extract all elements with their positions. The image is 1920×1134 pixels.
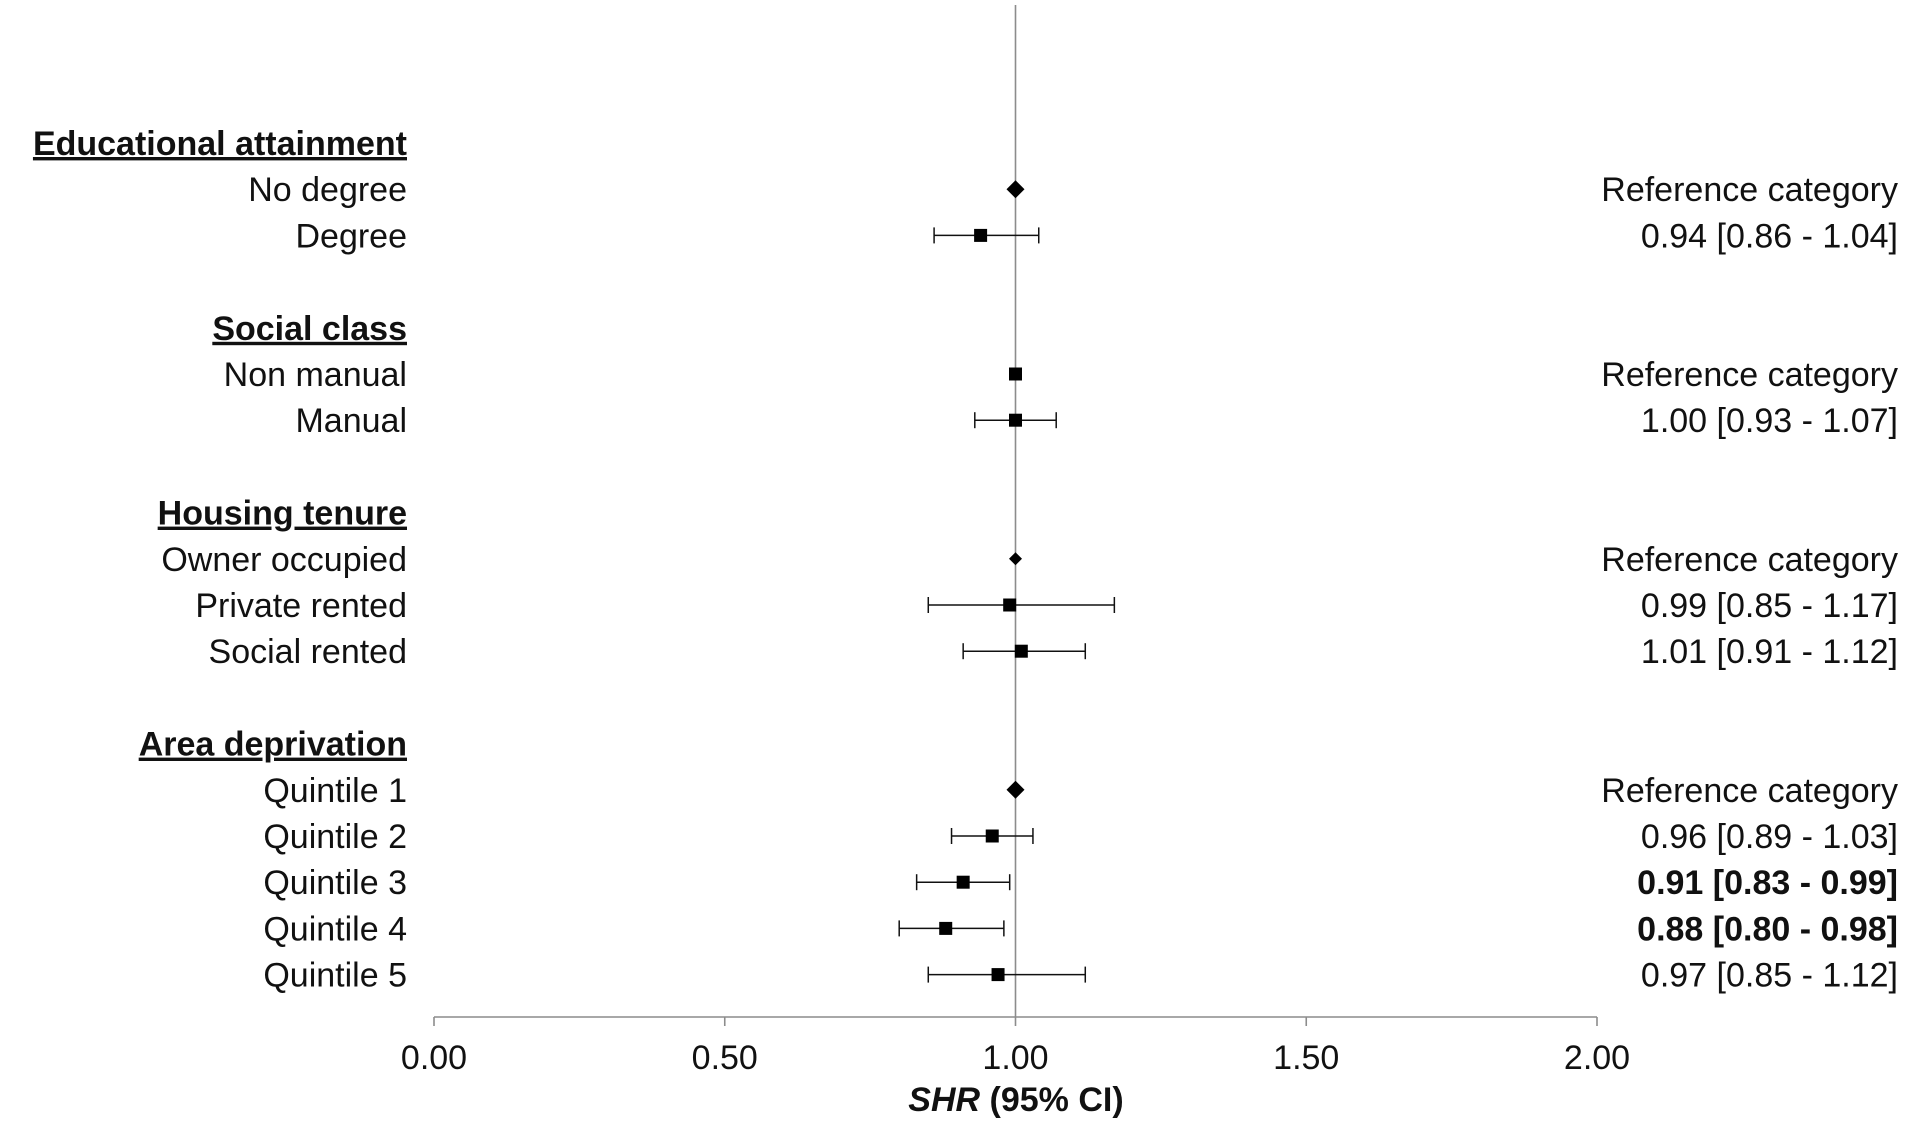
point-estimate — [985, 829, 999, 843]
row-label: Social rented — [209, 633, 407, 671]
point-estimate — [991, 968, 1005, 982]
row-result: 1.01 [0.91 - 1.12] — [1641, 633, 1898, 671]
row-result: 0.91 [0.83 - 0.99] — [1637, 864, 1898, 902]
row-label: Quintile 4 — [263, 910, 407, 948]
row-label: Quintile 2 — [263, 818, 407, 856]
group-header: Social class — [212, 310, 407, 348]
row-label: Private rented — [195, 587, 407, 625]
point-estimate — [956, 875, 970, 889]
point-estimate — [1014, 644, 1028, 658]
x-tick-label: 1.50 — [1273, 1039, 1339, 1077]
row-label: Non manual — [224, 356, 407, 394]
row-label: Owner occupied — [161, 541, 407, 579]
point-estimate — [939, 921, 953, 935]
row-result: Reference category — [1601, 541, 1898, 579]
point-estimate — [1009, 413, 1022, 427]
row-label: Quintile 5 — [263, 957, 407, 995]
x-axis-title: SHR (95% CI) — [908, 1081, 1123, 1119]
point-estimate — [1003, 598, 1017, 612]
x-tick-label: 2.00 — [1564, 1039, 1630, 1077]
point-estimate — [974, 228, 988, 242]
row-result: 0.97 [0.85 - 1.12] — [1641, 957, 1898, 995]
row-result: Reference category — [1601, 356, 1898, 394]
row-label: Manual — [295, 402, 407, 440]
row-result: Reference category — [1601, 171, 1898, 209]
row-label: Quintile 1 — [263, 772, 407, 810]
x-tick-label: 1.00 — [982, 1039, 1048, 1077]
reference-marker — [1009, 552, 1022, 566]
x-tick-label: 0.50 — [692, 1039, 758, 1077]
reference-marker — [1006, 780, 1025, 799]
group-header: Educational attainment — [33, 125, 407, 163]
point-estimate — [1009, 367, 1022, 381]
row-label: Quintile 3 — [263, 864, 407, 902]
reference-marker — [1006, 180, 1025, 199]
row-result: Reference category — [1601, 772, 1898, 810]
row-label: No degree — [248, 171, 407, 209]
row-result: 0.88 [0.80 - 0.98] — [1637, 910, 1898, 948]
x-tick-label: 0.00 — [401, 1039, 467, 1077]
group-header: Area deprivation — [139, 726, 407, 764]
row-result: 0.94 [0.86 - 1.04] — [1641, 217, 1898, 255]
group-header: Housing tenure — [158, 495, 407, 533]
row-result: 0.99 [0.85 - 1.17] — [1641, 587, 1898, 625]
row-label: Degree — [295, 217, 407, 255]
row-result: 0.96 [0.89 - 1.03] — [1641, 818, 1898, 856]
row-result: 1.00 [0.93 - 1.07] — [1641, 402, 1898, 440]
